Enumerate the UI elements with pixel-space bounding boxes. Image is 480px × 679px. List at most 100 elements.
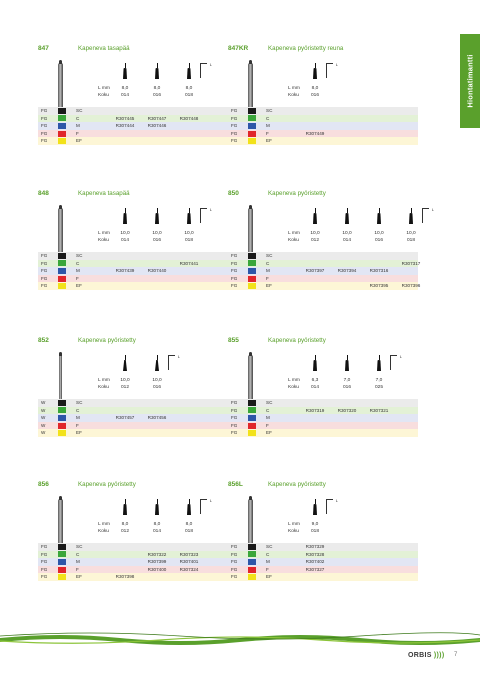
mini-bur-icon: [123, 355, 127, 371]
grit-code: F: [266, 130, 269, 136]
mini-bur-icon: [377, 208, 381, 224]
grit-color-swatch: [58, 543, 66, 550]
bur-head: [345, 360, 349, 371]
grit-code: M: [76, 268, 80, 274]
grit-code: EF: [266, 283, 272, 289]
grit-color-swatch: [248, 551, 256, 558]
product-ref: R307401: [179, 559, 199, 565]
grit-color-swatch: [248, 574, 256, 581]
size-value: 012: [120, 529, 129, 534]
bracket-label: L: [209, 207, 212, 212]
bur-head: [187, 504, 191, 515]
bur-stem: [346, 208, 348, 213]
product-title: Kapeneva pyöristetty: [78, 337, 136, 344]
grit-color-swatch: [58, 107, 66, 114]
size-label: Koku: [98, 385, 109, 390]
price-rows: FG SC FG C R307317 FG M R307397 R307394 R307316 FG…: [228, 252, 420, 290]
mini-bur-icon: [187, 63, 191, 79]
table-row: FG EF: [228, 573, 418, 581]
price-rows: FG SC FG C R307319 R307320 R307321 FG M FG F FG EF: [228, 399, 418, 437]
table-row: FG C R307328: [228, 550, 418, 559]
bur-stem: [314, 499, 316, 504]
bur-head: [155, 360, 159, 371]
bur-head: [377, 213, 381, 224]
shank-type: W: [41, 430, 46, 436]
size-value: 014: [342, 238, 351, 243]
bur-head: [313, 360, 317, 371]
product-code: 852: [38, 337, 49, 344]
grit-code: SC: [266, 253, 273, 258]
shank-type: FG: [231, 138, 238, 144]
grit-color-swatch: [248, 275, 256, 282]
product-ref: R307322: [147, 551, 167, 557]
shank-type: FG: [231, 415, 238, 421]
grit-code: C: [266, 551, 270, 557]
bur-head: [123, 68, 127, 79]
grit-color-swatch: [58, 407, 66, 414]
bur-image: [248, 352, 253, 407]
bur-head: [409, 213, 413, 224]
bur-stem: [378, 208, 380, 213]
size-label: Koku: [98, 238, 109, 243]
product-ref: R307441: [179, 260, 199, 266]
grit-code: M: [76, 123, 80, 129]
product-title: Kapeneva tasapää: [78, 190, 130, 197]
length-value: 10,0: [184, 231, 194, 236]
bur-image: [248, 60, 253, 115]
table-row: FG EF: [228, 429, 418, 437]
size-labels: L mm Koku: [98, 377, 110, 391]
grit-code: F: [266, 422, 269, 428]
bur-image: [248, 205, 253, 260]
length-label: L mm: [98, 86, 110, 91]
grit-code: F: [76, 275, 79, 281]
length-value: 10,0: [374, 231, 384, 236]
grit-code: C: [76, 551, 80, 557]
shank-type: FG: [231, 430, 238, 436]
table-row: FG SC R307329: [228, 543, 418, 551]
size-value: 016: [152, 93, 161, 98]
shank-type: FG: [231, 130, 238, 136]
table-row: FG M R307402: [228, 558, 418, 566]
length-value: 10,0: [342, 231, 352, 236]
size-value: 012: [120, 385, 129, 390]
bur-head: [345, 213, 349, 224]
mini-bur-icon: [123, 63, 127, 79]
bur-stem: [156, 499, 158, 504]
grit-code: M: [266, 123, 270, 129]
size-labels: L mm Koku: [288, 521, 300, 535]
length-bracket: L: [326, 498, 338, 514]
table-row: FG M R307439 R307440: [38, 267, 228, 275]
shank-type: FG: [41, 559, 48, 565]
grit-color-swatch: [248, 430, 256, 437]
shank-type: FG: [231, 123, 238, 129]
length-value: 6,3: [311, 378, 319, 383]
mini-bur-icon: [345, 355, 349, 371]
length-value: 10,0: [310, 231, 320, 236]
table-row: FG C: [228, 114, 418, 123]
table-row: FG F R307327: [228, 565, 418, 574]
table-row: FG C R307441: [38, 259, 228, 268]
grit-code: EF: [266, 138, 272, 144]
product-title: Kapeneva pyöristetty: [268, 481, 326, 488]
table-row: FG F R307400 R307324: [38, 565, 228, 574]
size-column: 10,0 016: [366, 230, 392, 244]
grit-code: SC: [266, 400, 273, 405]
length-value: 10,0: [120, 378, 130, 383]
shank-type: FG: [41, 123, 48, 129]
grit-color-swatch: [58, 283, 66, 290]
product-code: 847: [38, 45, 49, 52]
price-rows: FG SC FG C R307441 FG M R307439 R307440 FG F FG EF: [38, 252, 228, 290]
length-label: L mm: [288, 522, 300, 527]
table-row: W EF: [38, 429, 228, 437]
price-rows: FG SC R307329 FG C R307328 FG M R307402 FG F R30732…: [228, 543, 418, 581]
bur-image: [58, 496, 63, 551]
table-row: FG C R307445 R307447 R307448: [38, 114, 228, 123]
grit-color-swatch: [248, 422, 256, 429]
size-label: Koku: [288, 385, 299, 390]
grit-code: F: [266, 275, 269, 281]
size-value: 016: [342, 385, 351, 390]
grit-code: M: [266, 268, 270, 274]
shank-type: W: [41, 422, 46, 428]
grit-code: C: [266, 115, 270, 121]
length-label: L mm: [288, 378, 300, 383]
